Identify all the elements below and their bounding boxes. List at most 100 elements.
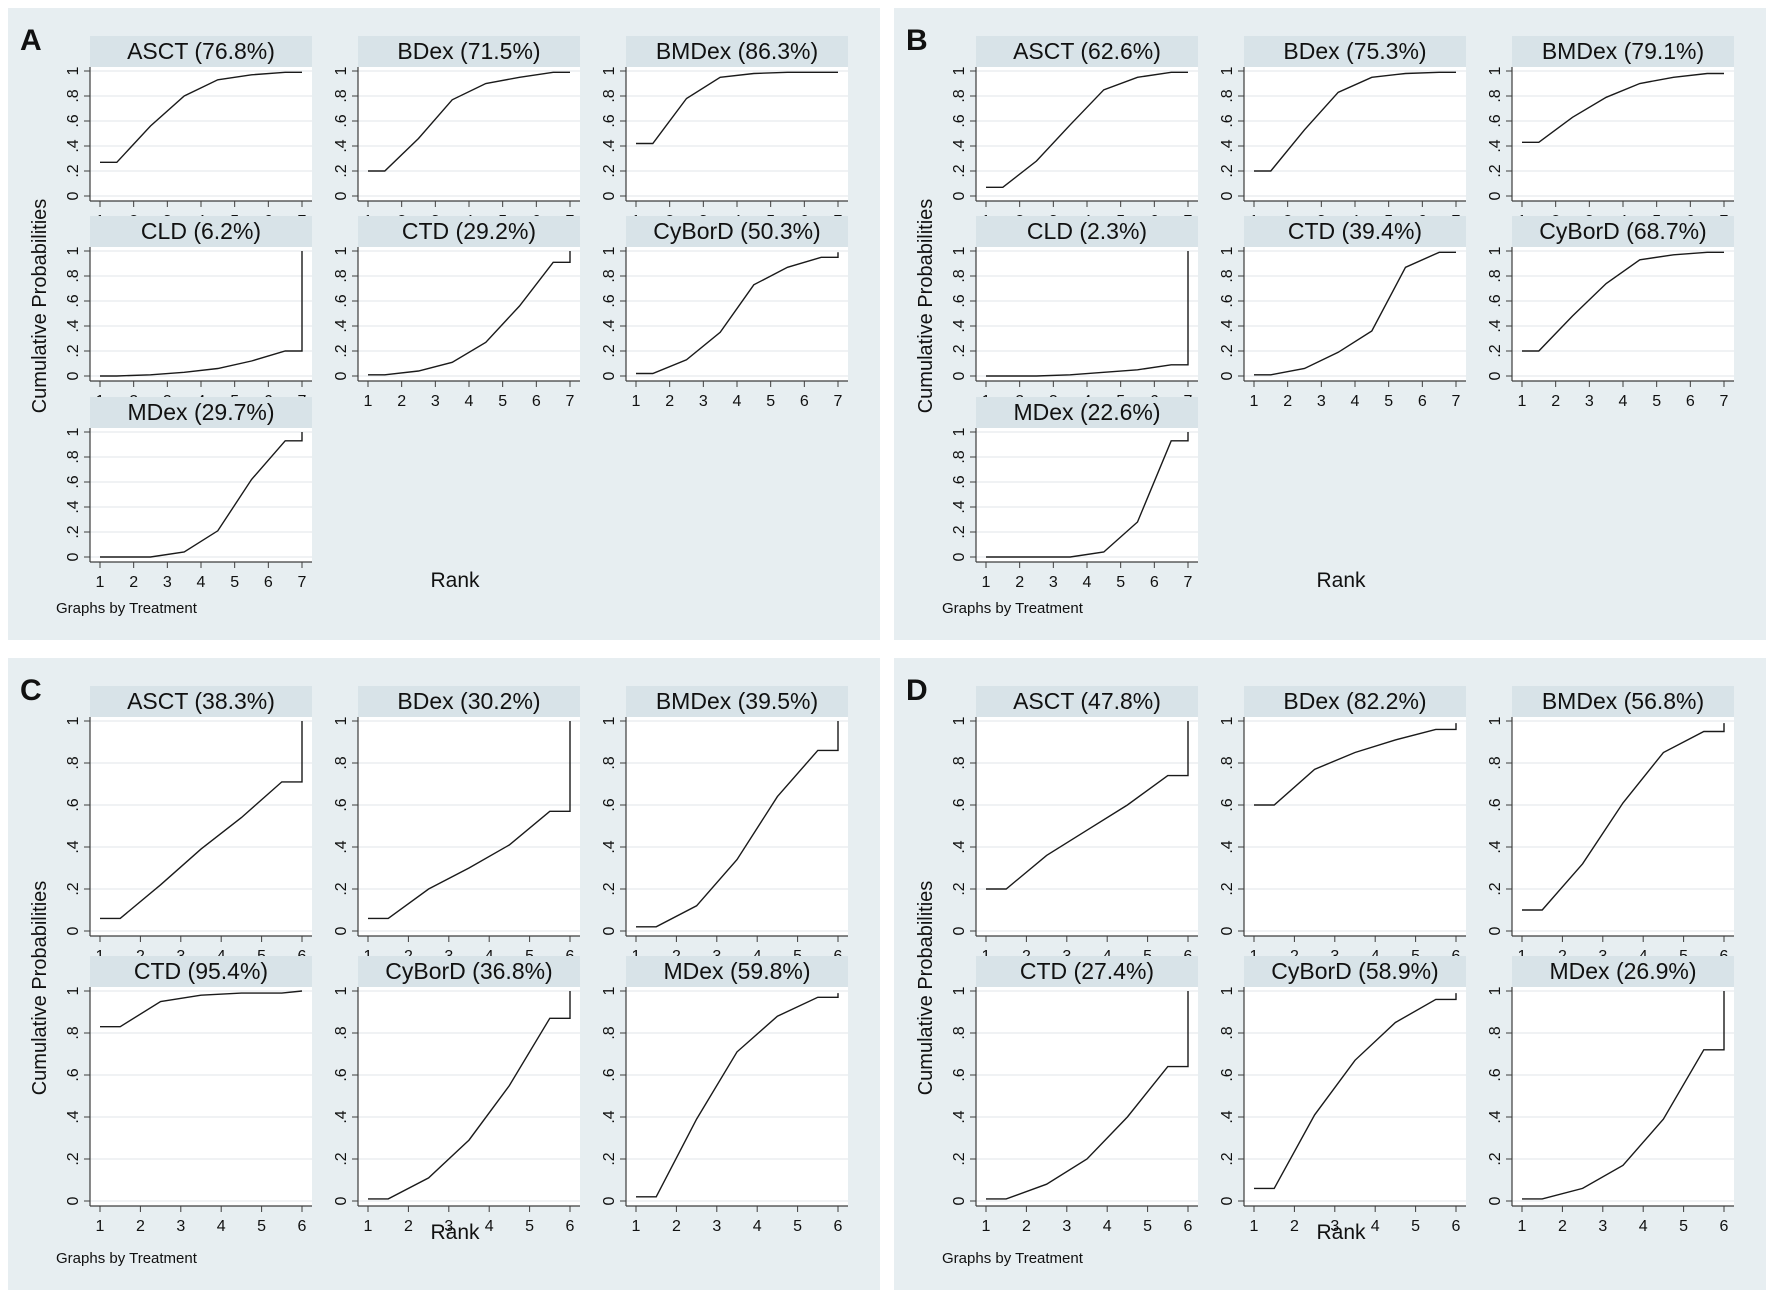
y-tick-label: 0	[601, 191, 618, 200]
plot-area	[1512, 717, 1734, 936]
subplot-strip	[1244, 216, 1466, 247]
y-tick-label: .6	[333, 1068, 350, 1081]
y-tick-label: 1	[65, 716, 82, 725]
y-tick-label: 0	[333, 1196, 350, 1205]
y-tick-label: 1	[601, 246, 618, 255]
x-tick-label: 7	[1452, 393, 1461, 410]
cumulative-line-mdex	[1522, 991, 1725, 1200]
y-tick-label: .4	[333, 139, 350, 152]
subplot-cybord: CyBorD (68.7%) 0 .2 .4 .6 .8 1 1 2 3 4 5 6 7	[1487, 216, 1734, 410]
x-tick-label: 1	[632, 1218, 641, 1235]
y-tick-label: 1	[333, 716, 350, 725]
x-axis-title: Rank	[430, 1221, 480, 1244]
x-tick-label: 7	[1720, 393, 1729, 410]
subplot-title: ASCT (47.8%)	[1013, 688, 1161, 714]
y-tick-label: .8	[333, 1026, 350, 1039]
subplot-cybord: CyBorD (36.8%) 0 .2 .4 .6 .8 1 1 2 3 4 5 6	[333, 956, 580, 1235]
x-tick-label: 1	[96, 574, 105, 591]
y-tick-label: 1	[1487, 246, 1504, 255]
x-tick-label: 3	[699, 393, 708, 410]
subplot-title: MDex (29.7%)	[128, 399, 275, 425]
x-tick-label: 6	[800, 393, 809, 410]
y-tick-label: .8	[65, 1026, 82, 1039]
y-tick-label: .8	[1487, 89, 1504, 102]
y-tick-label: 0	[65, 1196, 82, 1205]
panel-letter: D	[906, 674, 928, 707]
x-tick-label: 6	[834, 1218, 843, 1235]
cumulative-line-cld	[100, 251, 303, 377]
y-tick-label: .2	[65, 344, 82, 357]
cumulative-line-asct	[986, 721, 1189, 890]
y-tick-label: 1	[601, 986, 618, 995]
x-tick-label: 6	[264, 574, 273, 591]
y-tick-label: .2	[333, 882, 350, 895]
y-tick-label: 1	[1219, 986, 1236, 995]
y-tick-label: .2	[601, 882, 618, 895]
subplot-strip	[976, 956, 1198, 987]
y-tick-label: .2	[333, 344, 350, 357]
subplot-strip	[358, 956, 580, 987]
y-tick-label: 0	[65, 926, 82, 935]
x-tick-label: 6	[1686, 393, 1695, 410]
y-tick-label: 1	[1487, 986, 1504, 995]
x-tick-label: 3	[1598, 1218, 1607, 1235]
subplot-title: BMDex (39.5%)	[656, 688, 818, 714]
y-tick-label: .6	[951, 1068, 968, 1081]
x-tick-label: 6	[298, 1218, 307, 1235]
plot-area	[90, 987, 312, 1206]
y-tick-label: 1	[1219, 246, 1236, 255]
subplot-strip	[626, 686, 848, 717]
y-tick-label: .6	[1219, 114, 1236, 127]
y-tick-label: 0	[333, 371, 350, 380]
y-tick-label: .8	[601, 269, 618, 282]
panel-D: D ASCT (47.8%) 0 .2 .4 .6 .8 1 1 2 3 4 5 6 BDex (82.2%…	[894, 658, 1766, 1290]
x-tick-label: 5	[230, 574, 239, 591]
y-tick-label: .8	[1219, 269, 1236, 282]
subplot-ctd: CTD (95.4%) 0 .2 .4 .6 .8 1 1 2 3 4 5 6	[65, 956, 312, 1235]
y-tick-label: .2	[951, 1152, 968, 1165]
x-tick-label: 3	[1330, 1218, 1339, 1235]
plot-area	[358, 717, 580, 936]
plot-area	[1512, 987, 1734, 1206]
y-tick-label: .6	[333, 798, 350, 811]
y-tick-label: .2	[951, 344, 968, 357]
x-tick-label: 5	[1411, 1218, 1420, 1235]
y-tick-label: .8	[601, 756, 618, 769]
x-axis-title: Rank	[430, 569, 480, 592]
y-tick-label: .2	[65, 525, 82, 538]
plot-area	[358, 247, 580, 381]
y-tick-label: 1	[1487, 66, 1504, 75]
y-tick-label: .2	[951, 525, 968, 538]
subplot-title: BMDex (56.8%)	[1542, 688, 1704, 714]
x-tick-label: 2	[1022, 1218, 1031, 1235]
x-tick-label: 1	[364, 393, 373, 410]
x-tick-label: 4	[1639, 1218, 1648, 1235]
cumulative-line-cybord	[1254, 993, 1457, 1190]
subplot-title: BDex (82.2%)	[1283, 688, 1426, 714]
y-tick-label: 0	[1219, 371, 1236, 380]
y-tick-label: 0	[65, 552, 82, 561]
graphs-by-note: Graphs by Treatment	[942, 600, 1084, 617]
y-tick-label: 0	[601, 371, 618, 380]
subplot-title: MDex (59.8%)	[664, 958, 811, 984]
graphs-by-note: Graphs by Treatment	[56, 600, 198, 617]
y-tick-label: .8	[951, 269, 968, 282]
subplot-title: CTD (29.2%)	[402, 218, 536, 244]
y-tick-label: 1	[65, 427, 82, 436]
y-tick-label: .6	[951, 294, 968, 307]
cumulative-line-bdex	[1254, 71, 1456, 172]
y-tick-label: .8	[951, 450, 968, 463]
y-tick-label: .4	[65, 840, 82, 853]
x-tick-label: 2	[397, 393, 406, 410]
y-tick-label: .6	[65, 1068, 82, 1081]
y-tick-label: .6	[1219, 1068, 1236, 1081]
panel-letter: A	[20, 24, 42, 57]
x-tick-label: 5	[766, 393, 775, 410]
y-tick-label: .8	[1487, 756, 1504, 769]
x-tick-label: 1	[364, 1218, 373, 1235]
subplot-strip	[976, 36, 1198, 67]
y-tick-label: .6	[1487, 1068, 1504, 1081]
subplot-strip	[1244, 956, 1466, 987]
y-tick-label: .2	[1219, 344, 1236, 357]
